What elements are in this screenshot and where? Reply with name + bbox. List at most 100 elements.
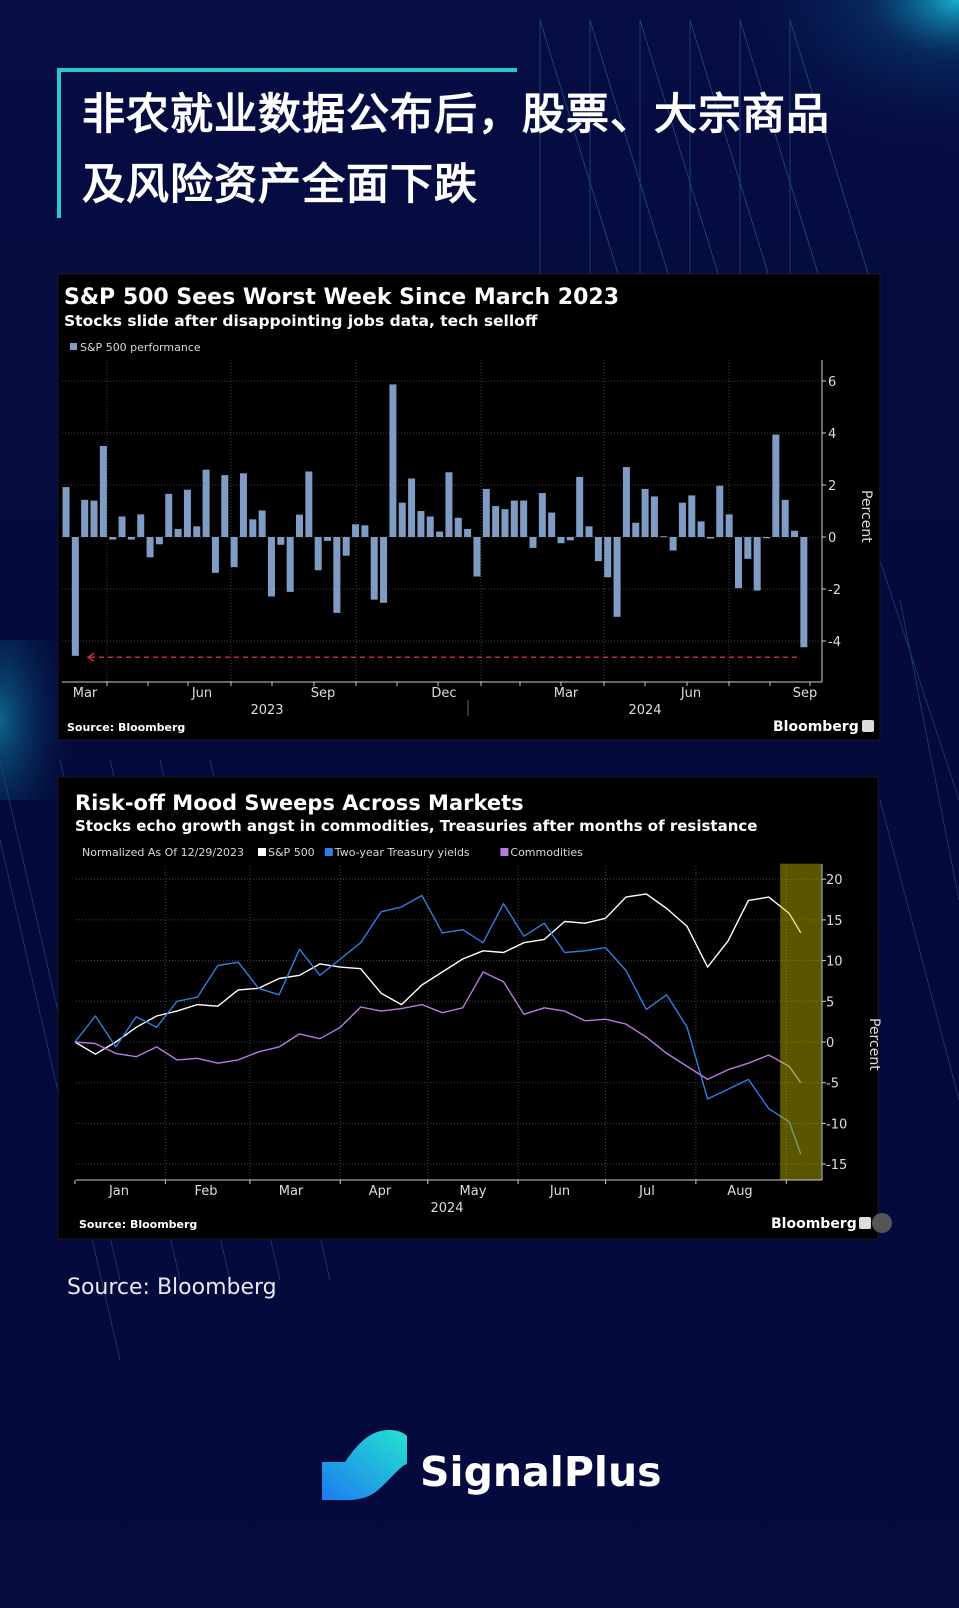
x-tick-label: Dec <box>431 686 456 701</box>
bar <box>753 537 761 591</box>
legend-swatch <box>258 848 266 856</box>
headline-line-2: 及风险资产全面下跌 <box>82 160 478 210</box>
legend: S&P 500 Two-year Treasury yields Commoditi… <box>258 846 583 859</box>
bar <box>538 493 546 537</box>
bar <box>454 517 462 537</box>
y-tick-label: -10 <box>826 1117 847 1132</box>
bar <box>725 514 733 537</box>
bar <box>632 522 640 537</box>
bar <box>408 478 416 537</box>
chart-panel <box>57 273 881 741</box>
bar <box>398 502 406 537</box>
bar <box>165 493 173 537</box>
bar <box>258 510 266 537</box>
bar <box>267 537 275 597</box>
bar <box>576 476 584 537</box>
bar <box>324 537 332 541</box>
diagonal-line <box>539 19 621 281</box>
bar <box>613 537 621 617</box>
legend-label: Commodities <box>510 846 583 859</box>
bar <box>230 537 238 568</box>
x-tick-label: Mar <box>73 686 98 701</box>
bar <box>688 495 696 537</box>
bar <box>62 487 70 537</box>
bar <box>109 537 117 540</box>
corner-glow <box>700 0 959 160</box>
bar <box>604 537 612 578</box>
bar <box>566 537 574 541</box>
y-tick-label: -2 <box>828 583 841 598</box>
bar <box>781 499 789 537</box>
x-tick-label: Jul <box>638 1184 655 1199</box>
chart-title: S&P 500 Sees Worst Week Since March 2023 <box>64 285 619 310</box>
bar <box>772 434 780 537</box>
bloomberg-logo: Bloomberg <box>771 1216 857 1232</box>
diagonal-line <box>879 799 959 1101</box>
bar <box>305 471 313 537</box>
y-tick-label: 10 <box>826 955 843 970</box>
reference-arrow-icon <box>86 652 95 662</box>
brand-name: SignalPlus <box>420 1448 662 1496</box>
bar <box>239 473 247 537</box>
bar <box>791 530 799 537</box>
y-tick-label: 0 <box>826 1036 834 1051</box>
bar <box>202 469 210 537</box>
bar <box>155 537 163 545</box>
y-tick-label: 2 <box>828 479 836 494</box>
bar <box>342 537 350 556</box>
y-tick-label: 15 <box>826 914 843 929</box>
bar <box>464 528 472 537</box>
bar <box>314 537 322 571</box>
x-tick-label: Sep <box>311 686 336 701</box>
bar <box>678 502 686 537</box>
diagonal-line <box>899 599 959 901</box>
bar <box>426 516 434 537</box>
scroll-handle <box>872 1213 892 1233</box>
bar <box>71 537 79 656</box>
highlight-band <box>779 863 822 1181</box>
bar <box>417 511 425 537</box>
series-line <box>74 894 802 1155</box>
x-tick-label: Apr <box>369 1184 392 1199</box>
bar <box>734 537 742 589</box>
x-tick-label: Jun <box>549 1184 570 1199</box>
series-lines <box>74 893 802 1155</box>
diagonal-line <box>589 19 671 281</box>
bar <box>706 537 714 539</box>
bar <box>296 514 303 537</box>
year-label: 2024 <box>628 703 661 718</box>
headline-frame <box>57 68 821 218</box>
headline: 非农就业数据公布后，股票、大宗商品 及风险资产全面下跌 <box>82 80 830 220</box>
y-axis-label: Percent <box>866 1018 882 1071</box>
bar <box>548 512 556 537</box>
chart-subtitle: Stocks echo growth angst in commodities,… <box>75 817 757 835</box>
headline-line-1: 非农就业数据公布后，股票、大宗商品 <box>82 90 830 140</box>
bar <box>146 537 154 558</box>
bar <box>641 488 649 537</box>
reference-line <box>86 652 798 662</box>
bar <box>277 537 285 545</box>
year-label: 2024 <box>430 1201 463 1216</box>
y-tick-label: 4 <box>828 427 836 442</box>
y-tick-label: 6 <box>828 375 836 390</box>
chart-subtitle: Stocks slide after disappointing jobs da… <box>64 312 538 330</box>
legend-swatch <box>324 848 333 856</box>
series-line <box>74 971 802 1084</box>
bar <box>585 526 593 537</box>
bar <box>622 467 630 537</box>
bar <box>697 521 705 537</box>
signalplus-logo-icon <box>322 1430 407 1500</box>
bar <box>763 537 770 539</box>
legend-label: S&P 500 <box>268 846 315 859</box>
series-line <box>74 893 802 1055</box>
headline-accent-bar <box>57 68 517 72</box>
page-source: Source: Bloomberg <box>67 1275 277 1300</box>
bar <box>286 537 294 592</box>
bar <box>669 537 677 551</box>
y-tick-label: -4 <box>828 635 841 650</box>
bar <box>389 384 397 537</box>
bar <box>249 519 257 537</box>
y-tick-label: -5 <box>826 1077 839 1092</box>
bar <box>99 446 107 537</box>
